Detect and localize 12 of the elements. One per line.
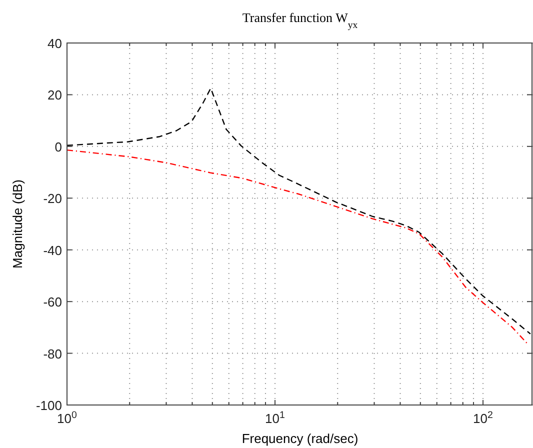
x-tick-label: 10$^{2}$	[473, 410, 493, 426]
x-axis-title: Frequency (rad/sec)	[242, 431, 358, 446]
chart-title: Transfer function W$_{yx}$	[242, 10, 358, 30]
x-tick-label: 10$^{1}$	[265, 410, 285, 426]
y-tick-label: 20	[48, 88, 62, 103]
y-tick-label: 40	[48, 36, 62, 51]
y-tick-label: -60	[43, 294, 62, 310]
y-tick-label: -80	[43, 346, 62, 362]
y-tick-label: 0	[54, 139, 62, 154]
y-tick-label: -40	[43, 242, 62, 258]
y-axis-title: Magnitude (dB)	[10, 180, 25, 268]
y-tick-label: -20	[43, 191, 62, 206]
